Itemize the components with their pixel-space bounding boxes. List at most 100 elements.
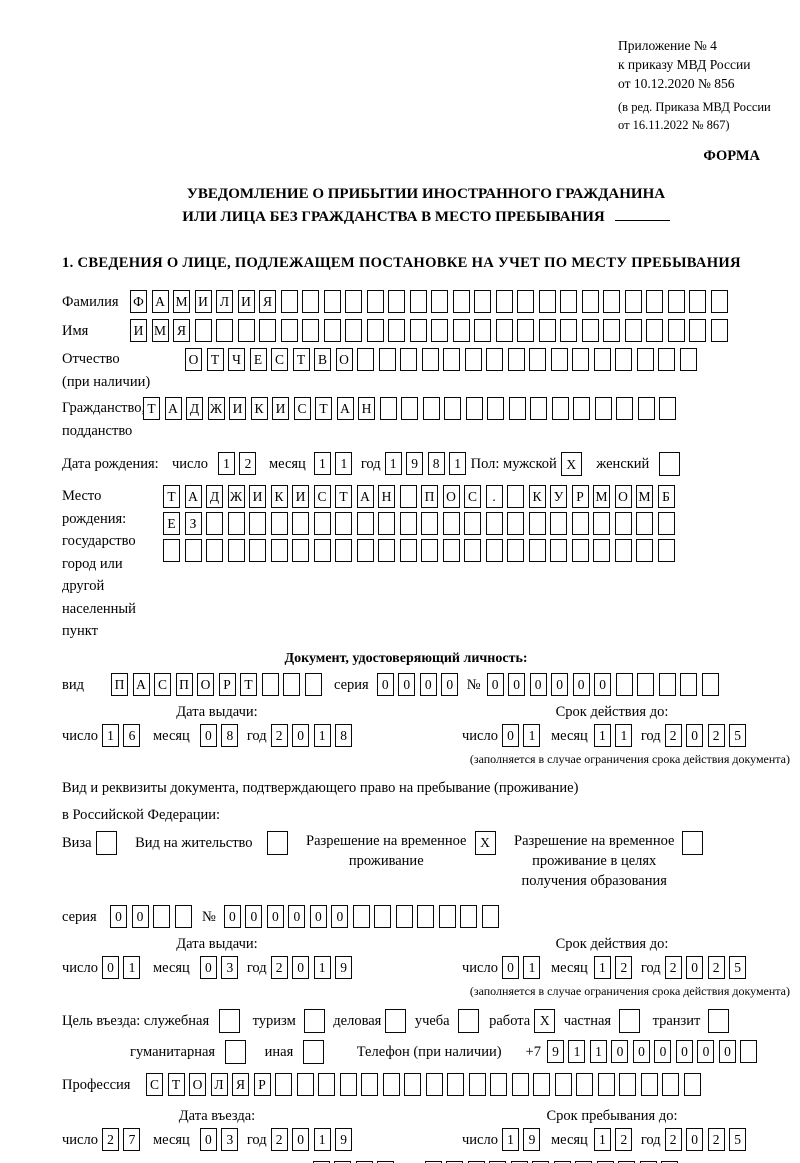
char-cell[interactable]: З <box>184 512 202 535</box>
char-cell[interactable] <box>399 539 417 562</box>
char-cell[interactable] <box>529 348 546 371</box>
char-cell[interactable] <box>614 539 632 562</box>
char-cell[interactable] <box>283 672 300 696</box>
char-cell[interactable] <box>581 319 599 342</box>
char-cell[interactable]: М <box>173 290 190 313</box>
char-cell[interactable]: 0 <box>292 955 310 979</box>
char-cell[interactable] <box>401 397 418 420</box>
char-cell[interactable] <box>388 290 405 313</box>
char-cell[interactable] <box>619 1072 636 1096</box>
char-cell[interactable] <box>507 512 524 535</box>
char-cell[interactable] <box>404 1072 421 1096</box>
char-cell[interactable] <box>571 512 589 535</box>
char-cell[interactable] <box>637 672 655 696</box>
char-cell[interactable]: Т <box>240 672 257 696</box>
char-cell[interactable] <box>487 397 504 420</box>
char-cell[interactable]: К <box>250 397 268 420</box>
char-cell[interactable]: 0 <box>376 672 394 696</box>
char-cell[interactable] <box>616 397 633 420</box>
char-cell[interactable]: 0 <box>266 904 284 928</box>
char-cell[interactable]: 2 <box>270 1127 288 1151</box>
char-cell[interactable]: О <box>614 485 632 508</box>
char-cell[interactable] <box>637 397 655 420</box>
char-cell[interactable] <box>553 1160 571 1163</box>
char-cell[interactable] <box>421 348 439 371</box>
char-cell[interactable] <box>689 290 706 313</box>
char-cell[interactable]: 0 <box>398 672 416 696</box>
char-cell[interactable]: К <box>270 485 288 508</box>
char-cell[interactable] <box>442 512 460 535</box>
char-cell[interactable]: А <box>132 672 150 696</box>
char-cell[interactable]: 2 <box>615 1127 633 1151</box>
char-cell[interactable]: 8 <box>427 452 445 475</box>
char-cell[interactable] <box>399 485 417 508</box>
char-cell[interactable] <box>490 1072 507 1096</box>
char-cell[interactable] <box>485 512 503 535</box>
char-cell[interactable]: 1 <box>615 723 633 747</box>
char-cell[interactable]: 0 <box>501 955 519 979</box>
char-cell[interactable]: В <box>314 348 331 371</box>
char-cell[interactable]: 0 <box>377 1160 395 1163</box>
char-cell[interactable]: Т <box>315 397 332 420</box>
char-cell[interactable] <box>464 512 481 535</box>
char-cell[interactable] <box>575 1160 593 1163</box>
char-cell[interactable]: 9 <box>546 1039 564 1063</box>
char-cell[interactable] <box>357 348 374 371</box>
char-cell[interactable] <box>266 830 288 855</box>
char-cell[interactable]: X <box>474 830 496 855</box>
char-cell[interactable]: 1 <box>313 723 331 747</box>
char-cell[interactable]: Т <box>143 397 160 420</box>
char-cell[interactable]: Т <box>292 348 310 371</box>
char-cell[interactable]: 9 <box>406 452 424 475</box>
char-cell[interactable] <box>571 539 589 562</box>
char-cell[interactable] <box>465 397 483 420</box>
char-cell[interactable] <box>313 512 331 535</box>
char-cell[interactable]: О <box>189 1072 206 1096</box>
char-cell[interactable] <box>593 348 611 371</box>
char-cell[interactable]: П <box>111 672 128 696</box>
char-cell[interactable] <box>618 1160 636 1163</box>
char-cell[interactable]: С <box>464 485 481 508</box>
char-cell[interactable] <box>507 348 525 371</box>
char-cell[interactable] <box>636 512 653 535</box>
char-cell[interactable]: О <box>197 672 214 696</box>
char-cell[interactable]: 0 <box>101 955 119 979</box>
char-cell[interactable]: Д <box>186 397 203 420</box>
char-cell[interactable]: 5 <box>729 955 747 979</box>
char-cell[interactable]: И <box>229 397 246 420</box>
char-cell[interactable] <box>378 512 395 535</box>
char-cell[interactable]: 1 <box>217 452 235 475</box>
char-cell[interactable] <box>421 539 438 562</box>
char-cell[interactable] <box>95 830 117 855</box>
char-cell[interactable]: 0 <box>501 723 519 747</box>
char-cell[interactable]: 5 <box>729 1127 747 1151</box>
char-cell[interactable]: 0 <box>131 904 149 928</box>
char-cell[interactable]: Т <box>163 485 180 508</box>
char-cell[interactable]: Н <box>378 485 395 508</box>
char-cell[interactable] <box>679 348 697 371</box>
char-cell[interactable]: О <box>335 348 353 371</box>
char-cell[interactable] <box>528 512 546 535</box>
char-cell[interactable] <box>313 539 331 562</box>
char-cell[interactable] <box>639 1160 657 1163</box>
char-cell[interactable] <box>614 512 632 535</box>
char-cell[interactable] <box>323 290 341 313</box>
char-cell[interactable]: 2 <box>615 955 633 979</box>
char-cell[interactable] <box>486 348 503 371</box>
char-cell[interactable] <box>280 290 298 313</box>
char-cell[interactable]: О <box>185 348 202 371</box>
char-cell[interactable]: 0 <box>686 955 704 979</box>
char-cell[interactable]: 0 <box>334 1160 352 1163</box>
char-cell[interactable] <box>249 512 266 535</box>
char-cell[interactable]: М <box>593 485 610 508</box>
char-cell[interactable] <box>335 539 352 562</box>
char-cell[interactable]: 1 <box>335 452 353 475</box>
char-cell[interactable]: 0 <box>551 672 569 696</box>
char-cell[interactable]: М <box>151 319 169 342</box>
char-cell[interactable] <box>551 397 569 420</box>
char-cell[interactable]: 0 <box>718 1039 736 1063</box>
char-cell[interactable] <box>378 539 395 562</box>
char-cell[interactable]: Ф <box>130 290 147 313</box>
char-cell[interactable] <box>304 672 322 696</box>
char-cell[interactable]: 0 <box>654 1039 672 1063</box>
